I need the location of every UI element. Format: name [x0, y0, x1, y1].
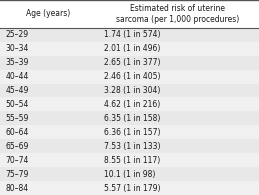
- Text: 65–69: 65–69: [5, 142, 28, 151]
- Text: 35–39: 35–39: [5, 58, 28, 67]
- Text: 5.57 (1 in 179): 5.57 (1 in 179): [104, 183, 160, 192]
- Text: 75–79: 75–79: [5, 170, 28, 179]
- Text: 60–64: 60–64: [5, 128, 28, 137]
- Text: 30–34: 30–34: [5, 44, 28, 53]
- Text: Age (years): Age (years): [26, 9, 70, 19]
- Text: 1.74 (1 in 574): 1.74 (1 in 574): [104, 30, 160, 39]
- Text: 40–44: 40–44: [5, 72, 28, 81]
- Text: 6.36 (1 in 157): 6.36 (1 in 157): [104, 128, 160, 137]
- Bar: [0, 181, 259, 195]
- Text: Estimated risk of uterine
sarcoma (per 1,000 procedures): Estimated risk of uterine sarcoma (per 1…: [116, 4, 239, 24]
- Bar: [0, 84, 259, 98]
- Bar: [0, 153, 259, 167]
- Bar: [0, 42, 259, 56]
- Text: 2.46 (1 in 405): 2.46 (1 in 405): [104, 72, 160, 81]
- Text: 10.1 (1 in 98): 10.1 (1 in 98): [104, 170, 155, 179]
- Text: 7.53 (1 in 133): 7.53 (1 in 133): [104, 142, 160, 151]
- Text: 6.35 (1 in 158): 6.35 (1 in 158): [104, 114, 160, 123]
- Text: 80–84: 80–84: [5, 183, 28, 192]
- Bar: [0, 139, 259, 153]
- Bar: [0, 70, 259, 84]
- Bar: [0, 56, 259, 70]
- Bar: [0, 98, 259, 111]
- Text: 3.28 (1 in 304): 3.28 (1 in 304): [104, 86, 160, 95]
- Bar: [0, 125, 259, 139]
- Bar: [0, 167, 259, 181]
- Text: 55–59: 55–59: [5, 114, 28, 123]
- Text: 50–54: 50–54: [5, 100, 28, 109]
- Text: 45–49: 45–49: [5, 86, 28, 95]
- Bar: [0, 0, 259, 28]
- Text: 2.65 (1 in 377): 2.65 (1 in 377): [104, 58, 160, 67]
- Text: 70–74: 70–74: [5, 156, 28, 165]
- Text: 2.01 (1 in 496): 2.01 (1 in 496): [104, 44, 160, 53]
- Bar: [0, 28, 259, 42]
- Bar: [0, 111, 259, 125]
- Text: 8.55 (1 in 117): 8.55 (1 in 117): [104, 156, 160, 165]
- Text: 25–29: 25–29: [5, 30, 28, 39]
- Text: 4.62 (1 in 216): 4.62 (1 in 216): [104, 100, 160, 109]
